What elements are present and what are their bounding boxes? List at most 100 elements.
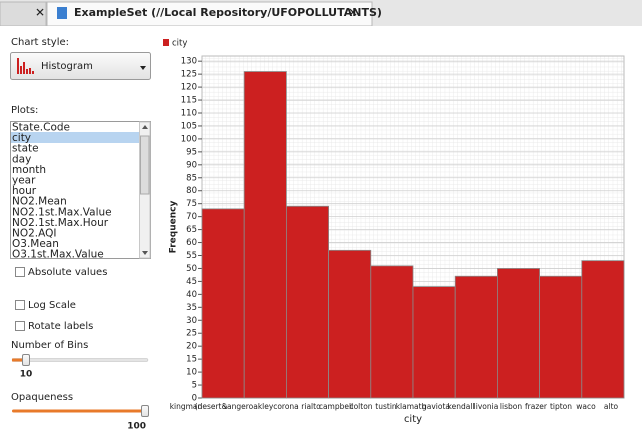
dropdown-value: Histogram: [41, 61, 93, 72]
x-tick-label: corona: [273, 402, 299, 411]
x-axis-label: city: [404, 414, 422, 425]
chart-style-dropdown[interactable]: [10, 52, 151, 80]
label: Chart style:: [11, 37, 69, 48]
y-tick-label: 20: [186, 342, 197, 352]
bar: [328, 249, 372, 399]
slider-fill: [12, 409, 148, 413]
y-tick-label: 115: [181, 96, 197, 106]
list-item[interactable]: hour: [12, 185, 37, 197]
slider-thumb[interactable]: [141, 405, 149, 417]
y-tick-label: 65: [186, 225, 197, 235]
x-tick-label: tustin: [375, 402, 397, 411]
bar: [201, 208, 245, 399]
y-tick-label: 110: [181, 109, 197, 119]
tab-close[interactable]: ✕: [35, 6, 45, 20]
bar: [496, 268, 540, 399]
y-tick-label: 85: [186, 173, 197, 183]
list-item[interactable]: year: [12, 175, 36, 187]
tab-icon: [57, 7, 67, 19]
slider-track[interactable]: [11, 358, 149, 362]
slider-value: 10: [20, 370, 33, 380]
y-tick-label: 120: [181, 83, 197, 93]
y-tick-label: 130: [181, 57, 197, 67]
y-tick-label: 80: [186, 186, 197, 196]
selection-highlight: [11, 132, 139, 143]
x-tick-label: campbell: [319, 402, 353, 411]
x-tick-label: waco: [576, 402, 596, 411]
x-tick-label: klamath: [396, 402, 427, 411]
y-tick-label: 125: [181, 70, 197, 80]
bar: [370, 265, 414, 399]
y-tick-label: 70: [186, 212, 197, 222]
y-tick-label: 105: [181, 121, 197, 131]
list-item[interactable]: NO2.1st.Max.Value: [12, 206, 112, 218]
checkbox[interactable]: [15, 267, 25, 277]
x-tick-label: livonia: [474, 402, 499, 411]
checkbox-label: Rotate labels: [28, 321, 93, 332]
y-tick-label: 25: [186, 329, 197, 339]
y-tick-label: 90: [186, 160, 197, 170]
y-tick-label: 100: [181, 134, 197, 144]
y-tick-label: 15: [186, 355, 197, 365]
list-item[interactable]: NO2.Mean: [12, 196, 67, 208]
label: Opaqueness: [11, 392, 73, 403]
y-axis-label: Frequency: [169, 201, 179, 254]
bar: [243, 71, 287, 399]
checkbox-label: Absolute values: [28, 267, 107, 278]
x-tick-label: tipton: [550, 402, 572, 411]
x-tick-label: rialto: [301, 402, 321, 411]
bar: [539, 275, 583, 399]
list-item[interactable]: O3.Mean: [12, 238, 59, 250]
label: Number of Bins: [11, 340, 88, 351]
slider-thumb[interactable]: [22, 354, 30, 366]
x-tick-label: frazer: [525, 402, 548, 411]
bar: [285, 205, 329, 399]
dropdown-arrow: [140, 66, 146, 70]
histogram-icon: [17, 58, 34, 74]
checkbox-label: Log Scale: [28, 300, 76, 311]
slider-fill: [12, 358, 26, 362]
x-tick-label: (desert&: [195, 402, 228, 411]
y-tick-label: 0: [192, 394, 197, 404]
checkbox[interactable]: [15, 300, 25, 310]
list-item[interactable]: state: [12, 143, 39, 155]
y-tick-label: 55: [186, 251, 197, 261]
x-tick-label: sanger: [223, 402, 250, 411]
x-tick-label: oakley: [249, 402, 274, 411]
y-tick-label: 45: [186, 277, 197, 287]
tab-title: ExampleSet (//Local Repository/UFOPOLLUT…: [74, 6, 382, 19]
checkbox[interactable]: [15, 321, 25, 331]
x-tick-label: colton: [349, 402, 372, 411]
label: Plots:: [11, 105, 38, 116]
scrollbar-thumb[interactable]: [140, 135, 150, 195]
list-item[interactable]: day: [12, 153, 31, 165]
y-tick-label: 75: [186, 199, 197, 209]
y-tick-label: 60: [186, 238, 197, 248]
list-item[interactable]: O3.1st.Max.Value: [12, 249, 104, 261]
y-tick-label: 35: [186, 303, 197, 313]
bar: [412, 286, 456, 399]
list-item[interactable]: month: [12, 164, 46, 176]
tab-close[interactable]: ✕: [348, 6, 358, 20]
x-tick-label: alto: [604, 402, 619, 411]
list-item[interactable]: NO2.AQI: [12, 228, 57, 240]
legend-label: city: [172, 39, 187, 49]
x-tick-label: gaviota: [422, 402, 450, 411]
tab[interactable]: [0, 1, 47, 27]
list-item[interactable]: State.Code: [12, 122, 70, 134]
y-tick-label: 50: [186, 264, 197, 274]
y-tick-label: 10: [186, 368, 197, 378]
legend-swatch: [163, 39, 169, 46]
slider-value: 100: [127, 422, 146, 432]
list-item[interactable]: city: [12, 132, 31, 144]
bar: [581, 260, 625, 399]
y-tick-label: 40: [186, 290, 197, 300]
x-tick-label: kingman: [170, 402, 203, 411]
y-tick-label: 95: [186, 147, 197, 157]
list-item[interactable]: NO2.1st.Max.Hour: [12, 217, 109, 229]
x-tick-label: lisbon: [500, 402, 522, 411]
y-tick-label: 30: [186, 316, 197, 326]
